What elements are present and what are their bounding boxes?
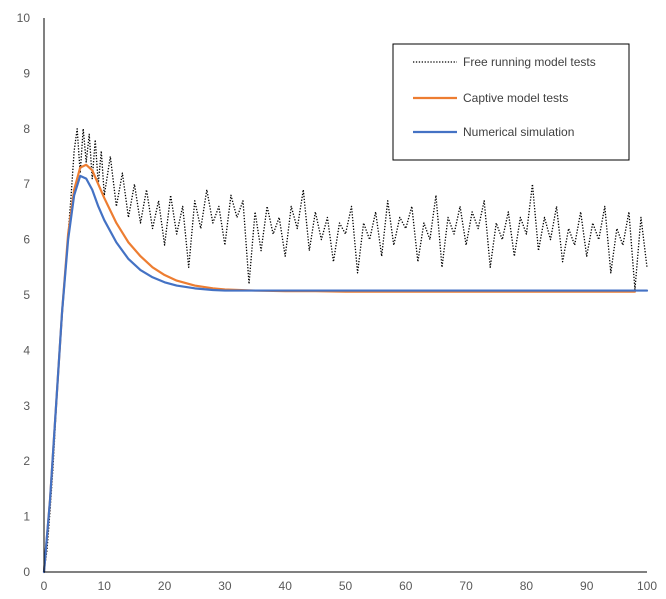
- legend-label-0: Free running model tests: [463, 55, 596, 69]
- series-layer: [42, 128, 649, 574]
- y-tick-label: 6: [23, 233, 30, 247]
- x-tick-label: 80: [520, 579, 534, 593]
- series-line-0: [43, 128, 648, 573]
- x-tick-label: 100: [637, 579, 657, 593]
- y-tick-label: 7: [23, 177, 30, 191]
- axes-layer: [43, 18, 647, 573]
- tick-labels: 0 10 20 30 40 50 60 70 80 90 100 0 1 2 3 4 5 6 7 8 9 10: [17, 11, 658, 593]
- x-tick-label: 60: [399, 579, 413, 593]
- legend-label-1: Captive model tests: [463, 91, 568, 105]
- y-tick-label: 5: [23, 288, 30, 302]
- x-tick-label: 90: [580, 579, 594, 593]
- x-tick-label: 10: [98, 579, 112, 593]
- x-tick-label: 40: [279, 579, 293, 593]
- legend-box: [392, 43, 630, 161]
- series-line-2: [42, 174, 649, 574]
- y-tick-label: 10: [17, 11, 31, 25]
- y-tick-label: 2: [23, 454, 30, 468]
- y-tick-label: 3: [23, 399, 30, 413]
- x-tick-label: 30: [218, 579, 232, 593]
- y-tick-label: 0: [23, 565, 30, 579]
- y-tick-label: 1: [23, 510, 30, 524]
- y-tick-label: 8: [23, 122, 30, 136]
- x-tick-label: 70: [459, 579, 473, 593]
- x-tick-label: 0: [41, 579, 48, 593]
- x-tick-label: 50: [339, 579, 353, 593]
- y-tick-label: 4: [23, 343, 30, 357]
- x-tick-label: 20: [158, 579, 172, 593]
- y-tick-label: 9: [23, 66, 30, 80]
- legend-label-2: Numerical simulation: [463, 125, 574, 139]
- legend: Free running model tests Captive model te…: [392, 43, 630, 161]
